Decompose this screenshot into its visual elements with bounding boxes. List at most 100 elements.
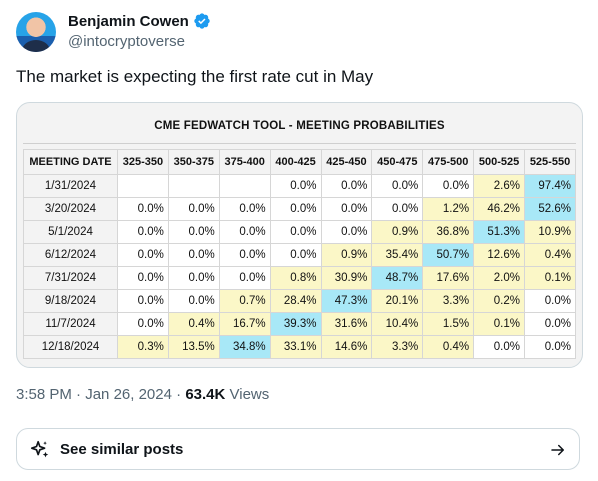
meeting-date-cell: 11/7/2024: [23, 312, 118, 336]
header-rate-range: 325-350: [117, 149, 169, 175]
table-row: 9/18/2024 0.0% 0.0% 0.7% 28.4% 47.3% 20.1% 3.3%…: [23, 289, 576, 313]
probability-cell: 0.0%: [473, 335, 525, 359]
probability-cell: 0.0%: [371, 197, 424, 221]
table-header-row: MEETING DATE 325-350 350-375 375-400 400-425…: [23, 149, 576, 175]
author-name[interactable]: Benjamin Cowen: [68, 12, 189, 30]
probability-cell: 0.0%: [371, 174, 424, 198]
meeting-date-cell: 1/31/2024: [23, 174, 118, 198]
header-rate-range: 450-475: [371, 149, 424, 175]
probability-cell: [117, 174, 169, 198]
table-row: 6/12/2024 0.0% 0.0% 0.0% 0.0% 0.9% 35.4% 50.7% 1…: [23, 243, 576, 267]
probability-cell: 0.0%: [524, 312, 576, 336]
probability-cell: 0.0%: [117, 197, 169, 221]
probability-cell: 0.0%: [167, 197, 220, 221]
probability-cell: 48.7%: [371, 266, 424, 290]
fedwatch-table-image[interactable]: CME FEDWATCH TOOL - MEETING PROBABILITIE…: [16, 102, 583, 368]
meeting-date-cell: 9/18/2024: [23, 289, 118, 313]
header-rate-range: 425-450: [320, 149, 373, 175]
probability-cell: 3.3%: [422, 289, 475, 313]
probability-cell: [218, 174, 271, 198]
probability-cell: 0.0%: [117, 289, 169, 313]
probability-cell: 0.0%: [218, 266, 271, 290]
probability-cell: 46.2%: [473, 197, 525, 221]
probability-cell: 52.6%: [524, 197, 576, 221]
sparkle-icon: [30, 440, 49, 458]
probability-cell: 0.0%: [524, 289, 576, 313]
probability-cell: 0.4%: [524, 243, 576, 267]
table-row: 1/31/2024 0.0% 0.0% 0.0% 0.0% 2.6% 97.4%: [23, 174, 576, 198]
probability-table: MEETING DATE 325-350 350-375 375-400 400-425…: [23, 149, 576, 359]
meeting-date-cell: 5/1/2024: [23, 220, 118, 244]
probability-cell: 0.9%: [320, 243, 373, 267]
probability-cell: 2.6%: [473, 174, 525, 198]
probability-cell: 33.1%: [269, 335, 322, 359]
probability-cell: 14.6%: [320, 335, 373, 359]
meeting-date-cell: 3/20/2024: [23, 197, 118, 221]
views-count: 63.4K: [185, 386, 226, 403]
tweet-time[interactable]: 3:58 PM: [16, 386, 72, 403]
table-row: 11/7/2024 0.0% 0.4% 16.7% 39.3% 31.6% 10.4% 1.5…: [23, 312, 576, 336]
meta-separator: ·: [76, 386, 82, 403]
probability-cell: 0.0%: [167, 289, 220, 313]
probability-cell: 35.4%: [371, 243, 424, 267]
author-handle[interactable]: @intocryptoverse: [68, 33, 185, 50]
see-similar-posts-button[interactable]: See similar posts: [16, 428, 580, 470]
header-meeting-date: MEETING DATE: [23, 149, 118, 175]
tweet-meta: 3:58 PM · Jan 26, 2024 · 63.4K Views: [16, 386, 269, 403]
see-similar-posts-label: See similar posts: [60, 441, 184, 458]
header-rate-range: 475-500: [422, 149, 475, 175]
probability-cell: 0.0%: [269, 197, 322, 221]
probability-cell: 0.1%: [524, 266, 576, 290]
views-label: Views: [229, 386, 270, 403]
probability-cell: 1.5%: [422, 312, 475, 336]
probability-cell: [167, 174, 220, 198]
probability-cell: 0.0%: [320, 174, 373, 198]
probability-cell: 36.8%: [422, 220, 475, 244]
table-row: 3/20/2024 0.0% 0.0% 0.0% 0.0% 0.0% 0.0% 1.2% 46.…: [23, 197, 576, 221]
probability-cell: 0.0%: [320, 220, 373, 244]
probability-cell: 0.4%: [167, 312, 220, 336]
probability-cell: 0.0%: [167, 220, 220, 244]
probability-cell: 0.0%: [269, 174, 322, 198]
probability-cell: 10.4%: [371, 312, 424, 336]
probability-cell: 12.6%: [473, 243, 525, 267]
probability-cell: 0.0%: [320, 197, 373, 221]
meta-separator: ·: [176, 386, 182, 403]
probability-cell: 0.0%: [218, 220, 271, 244]
avatar[interactable]: [16, 12, 56, 52]
probability-cell: 51.3%: [473, 220, 525, 244]
probability-cell: 0.7%: [218, 289, 271, 313]
probability-cell: 16.7%: [218, 312, 271, 336]
tweet-date[interactable]: Jan 26, 2024: [85, 386, 172, 403]
probability-cell: 28.4%: [269, 289, 322, 313]
probability-cell: 0.2%: [473, 289, 525, 313]
probability-cell: 0.9%: [371, 220, 424, 244]
probability-cell: 0.0%: [218, 197, 271, 221]
probability-cell: 47.3%: [320, 289, 373, 313]
probability-cell: 0.0%: [167, 266, 220, 290]
probability-cell: 0.0%: [117, 312, 169, 336]
meeting-date-cell: 6/12/2024: [23, 243, 118, 267]
probability-cell: 0.0%: [524, 335, 576, 359]
probability-cell: 0.0%: [422, 174, 475, 198]
probability-cell: 0.0%: [218, 243, 271, 267]
probability-cell: 2.0%: [473, 266, 525, 290]
probability-cell: 0.0%: [117, 243, 169, 267]
table-row: 12/18/2024 0.3% 13.5% 34.8% 33.1% 14.6% 3.3% 0.…: [23, 335, 576, 359]
probability-cell: 50.7%: [422, 243, 475, 267]
probability-cell: 3.3%: [371, 335, 424, 359]
arrow-right-icon: [551, 444, 564, 456]
probability-cell: 39.3%: [269, 312, 322, 336]
verified-badge-icon: [194, 13, 210, 29]
header-rate-range: 400-425: [269, 149, 322, 175]
probability-cell: 0.0%: [117, 266, 169, 290]
probability-cell: 10.9%: [524, 220, 576, 244]
header-rate-range: 525-550: [524, 149, 576, 175]
probability-cell: 17.6%: [422, 266, 475, 290]
probability-cell: 0.1%: [473, 312, 525, 336]
table-title: CME FEDWATCH TOOL - MEETING PROBABILITIE…: [23, 109, 576, 144]
probability-cell: 20.1%: [371, 289, 424, 313]
header-rate-range: 350-375: [167, 149, 220, 175]
probability-cell: 31.6%: [320, 312, 373, 336]
probability-cell: 0.0%: [269, 243, 322, 267]
